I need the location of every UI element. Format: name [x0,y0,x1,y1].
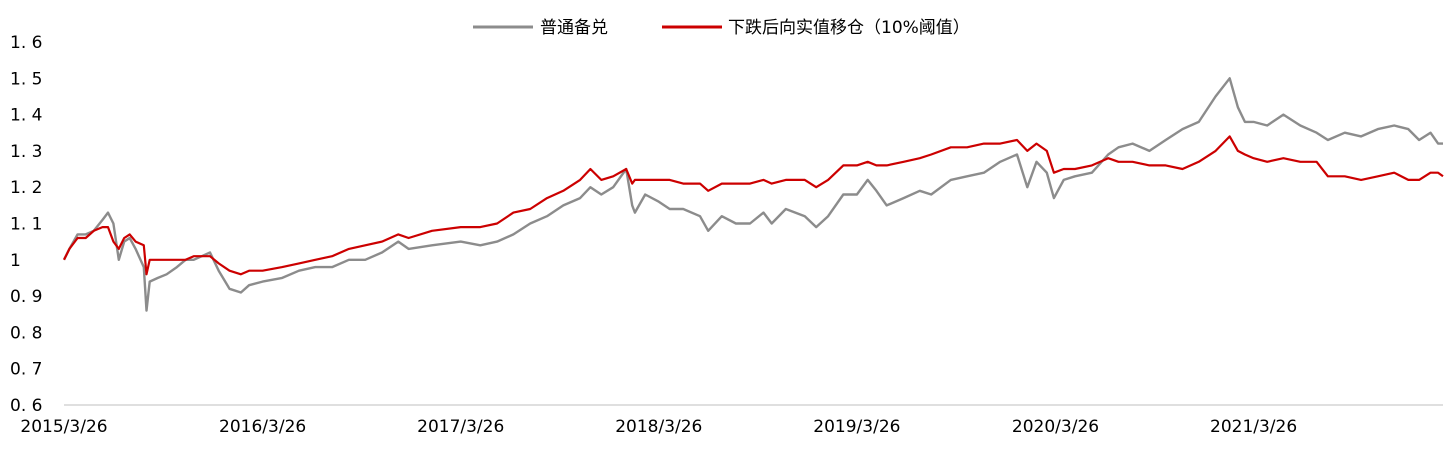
legend-item-1: 普通备兑 [473,18,608,38]
y-tick-label: 0. 7 [10,360,42,380]
legend: 普通备兑 下跌后向实值移仓（10%阈值） [473,18,970,38]
y-tick-label: 1. 2 [10,178,42,198]
y-tick-label: 1 [10,251,21,271]
legend-label: 下跌后向实值移仓（10%阈值） [728,18,970,38]
series-layer [62,77,1444,312]
y-tick-label: 1. 4 [10,106,42,126]
x-tick-label: 2017/3/26 [417,417,504,437]
x-axis-tick-labels: 2015/3/26 2016/3/26 2017/3/26 2018/3/26 2019… [20,417,1297,437]
y-tick-label: 1. 5 [10,69,42,89]
legend-item-2: 下跌后向实值移仓（10%阈值） [662,18,970,38]
y-tick-label: 1. 1 [10,215,42,235]
x-tick-label: 2019/3/26 [813,417,900,437]
x-tick-label: 2021/3/26 [1210,417,1297,437]
series-line-2 [63,135,1444,276]
x-tick-label: 2016/3/26 [219,417,306,437]
y-axis-tick-labels: 1. 6 1. 5 1. 4 1. 3 1. 2 1. 1 1 0. 9 0. 8 0. 7 0. … [10,33,42,416]
x-tick-label: 2015/3/26 [20,417,107,437]
y-tick-label: 1. 3 [10,142,42,162]
x-tick-label: 2018/3/26 [615,417,702,437]
x-tick-label: 2020/3/26 [1012,417,1099,437]
y-tick-label: 0. 8 [10,323,42,343]
y-tick-label: 0. 6 [10,396,42,416]
y-tick-label: 1. 6 [10,33,42,53]
series-line-1 [62,77,1443,312]
legend-label: 普通备兑 [540,18,608,38]
y-tick-label: 0. 9 [10,287,42,307]
